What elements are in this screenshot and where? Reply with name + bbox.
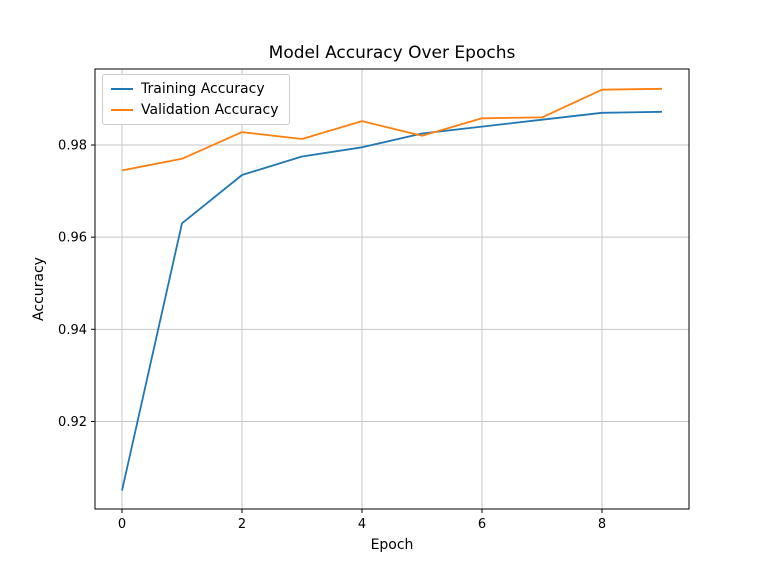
training-accuracy-line xyxy=(121,110,663,491)
legend-label: Training Accuracy xyxy=(141,81,265,97)
x-tick-label: 8 xyxy=(598,517,606,532)
chart-title: Model Accuracy Over Epochs xyxy=(269,43,516,63)
grid-layer xyxy=(95,69,689,509)
y-tick-label: 0.98 xyxy=(58,139,87,154)
x-tick-label: 2 xyxy=(238,517,246,532)
x-tick-label: 6 xyxy=(478,517,486,532)
tick-layer: 0 2 4 6 8 0.92 0.94 0.96 0.98 xyxy=(58,139,606,532)
legend-item: Validation Accuracy xyxy=(111,100,279,120)
legend-label: Validation Accuracy xyxy=(141,102,279,118)
series-layer xyxy=(121,87,663,491)
y-tick-label: 0.92 xyxy=(58,415,87,430)
legend-item: Training Accuracy xyxy=(111,79,279,99)
validation-accuracy-line xyxy=(121,87,663,172)
y-tick-label: 0.94 xyxy=(58,323,87,338)
legend: Training Accuracy Validation Accuracy xyxy=(102,74,290,125)
y-tick-label: 0.96 xyxy=(58,231,87,246)
x-axis-label: Epoch xyxy=(371,537,414,553)
x-tick-label: 4 xyxy=(358,517,366,532)
plot-border xyxy=(94,68,690,510)
legend-line-swatch xyxy=(111,109,133,111)
legend-line-swatch xyxy=(111,88,133,90)
x-tick-label: 0 xyxy=(118,517,126,532)
y-axis-label: Accuracy xyxy=(31,257,47,321)
